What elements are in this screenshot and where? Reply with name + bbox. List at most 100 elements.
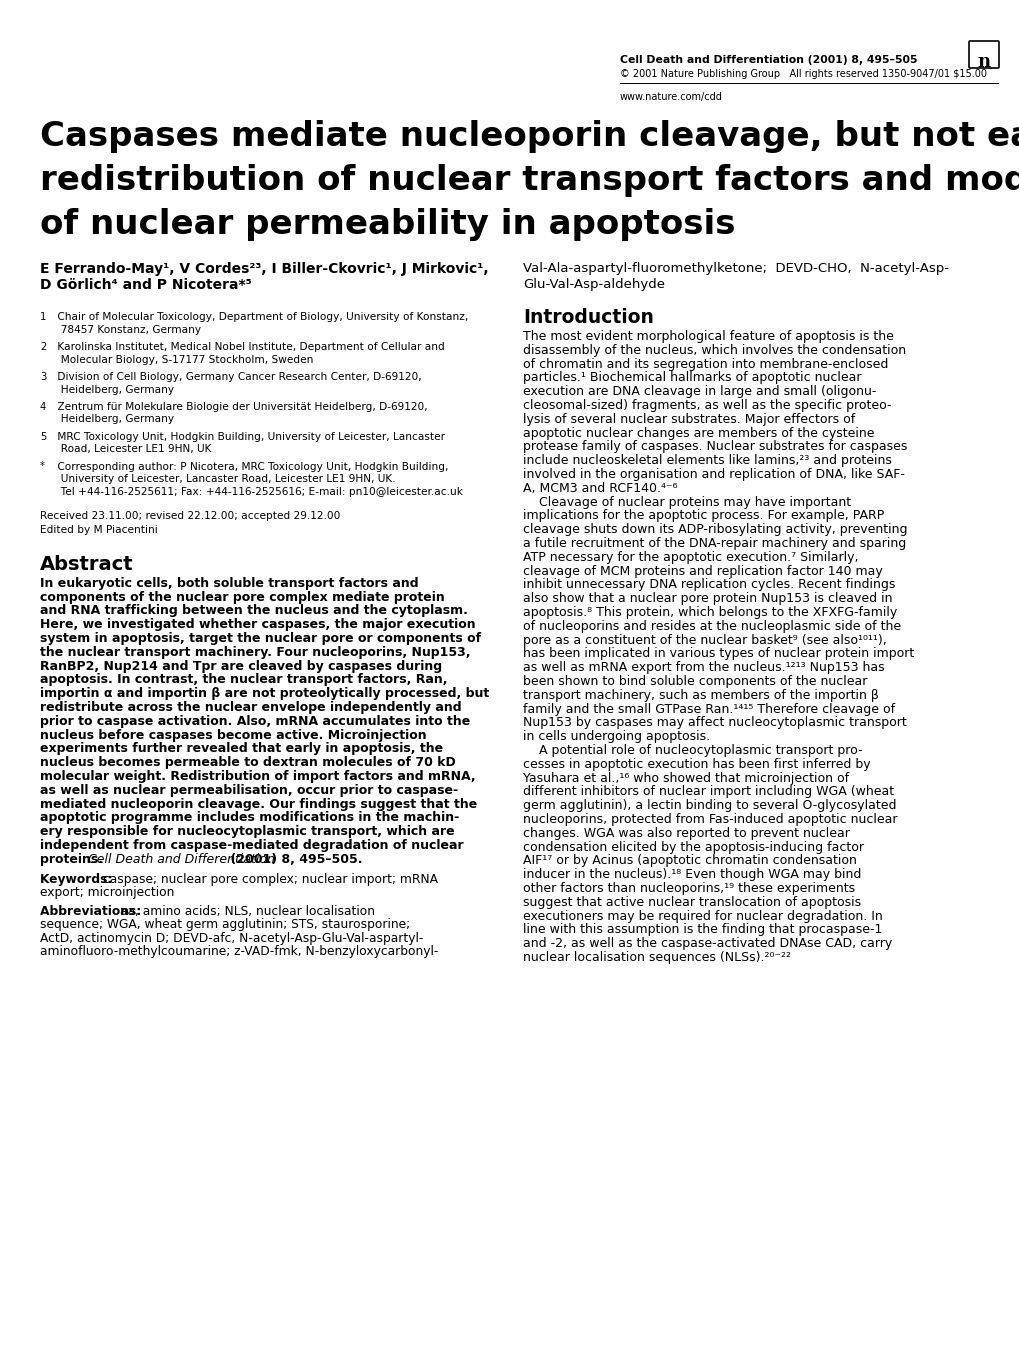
- Text: protease family of caspases. Nuclear substrates for caspases: protease family of caspases. Nuclear sub…: [523, 441, 907, 453]
- Text: executioners may be required for nuclear degradation. In: executioners may be required for nuclear…: [523, 909, 881, 923]
- Text: Abstract: Abstract: [40, 555, 133, 574]
- Text: Received 23.11.00; revised 22.12.00; accepted 29.12.00: Received 23.11.00; revised 22.12.00; acc…: [40, 510, 340, 521]
- Text: Yasuhara et al.,¹⁶ who showed that microinjection of: Yasuhara et al.,¹⁶ who showed that micro…: [523, 772, 848, 784]
- Text: Caspases mediate nucleoporin cleavage, but not early: Caspases mediate nucleoporin cleavage, b…: [40, 120, 1019, 152]
- Text: sequence; WGA, wheat germ agglutinin; STS, staurosporine;: sequence; WGA, wheat germ agglutinin; ST…: [40, 919, 410, 931]
- Text: Cleavage of nuclear proteins may have important: Cleavage of nuclear proteins may have im…: [523, 495, 850, 509]
- Text: and -2, as well as the caspase-activated DNAse CAD, carry: and -2, as well as the caspase-activated…: [523, 938, 892, 950]
- Text: RanBP2, Nup214 and Tpr are cleaved by caspases during: RanBP2, Nup214 and Tpr are cleaved by ca…: [40, 660, 441, 672]
- Text: Val-Ala-aspartyl-fluoromethylketone;  DEVD-CHO,  N-acetyl-Asp-: Val-Ala-aspartyl-fluoromethylketone; DEV…: [523, 263, 948, 275]
- Text: Introduction: Introduction: [523, 308, 653, 327]
- Text: E Ferrando-May¹, V Cordes²³, I Biller-Ckovric¹, J Mirkovic¹,: E Ferrando-May¹, V Cordes²³, I Biller-Ck…: [40, 263, 488, 276]
- Text: apoptosis. In contrast, the nuclear transport factors, Ran,: apoptosis. In contrast, the nuclear tran…: [40, 674, 447, 686]
- Text: of nuclear permeability in apoptosis: of nuclear permeability in apoptosis: [40, 208, 735, 241]
- Text: Here, we investigated whether caspases, the major execution: Here, we investigated whether caspases, …: [40, 618, 475, 632]
- Text: Cell Death and Differentiation (2001) 8, 495–505: Cell Death and Differentiation (2001) 8,…: [620, 54, 917, 65]
- Text: aa, amino acids; NLS, nuclear localisation: aa, amino acids; NLS, nuclear localisati…: [120, 905, 375, 917]
- Text: 4: 4: [40, 401, 46, 411]
- Text: condensation elicited by the apoptosis-inducing factor: condensation elicited by the apoptosis-i…: [523, 841, 863, 853]
- Text: the nuclear transport machinery. Four nucleoporins, Nup153,: the nuclear transport machinery. Four nu…: [40, 646, 470, 659]
- Text: cleavage shuts down its ADP-ribosylating activity, preventing: cleavage shuts down its ADP-ribosylating…: [523, 523, 907, 536]
- Text: as well as mRNA export from the nucleus.¹²¹³ Nup153 has: as well as mRNA export from the nucleus.…: [523, 661, 883, 674]
- Text: D Görlich⁴ and P Nicotera*⁵: D Görlich⁴ and P Nicotera*⁵: [40, 278, 252, 293]
- Text: cleosomal-sized) fragments, as well as the specific proteo-: cleosomal-sized) fragments, as well as t…: [523, 399, 891, 412]
- Text: MRC Toxicology Unit, Hodgkin Building, University of Leicester, Lancaster
  Road: MRC Toxicology Unit, Hodgkin Building, U…: [54, 431, 444, 455]
- Text: particles.¹ Biochemical hallmarks of apoptotic nuclear: particles.¹ Biochemical hallmarks of apo…: [523, 372, 861, 384]
- Text: apoptotic programme includes modifications in the machin-: apoptotic programme includes modificatio…: [40, 811, 459, 825]
- Text: © 2001 Nature Publishing Group   All rights reserved 1350-9047/01 $15.00: © 2001 Nature Publishing Group All right…: [620, 69, 986, 79]
- Text: Karolinska Institutet, Medical Nobel Institute, Department of Cellular and
  Mol: Karolinska Institutet, Medical Nobel Ins…: [54, 342, 444, 365]
- Text: ery responsible for nucleocytoplasmic transport, which are: ery responsible for nucleocytoplasmic tr…: [40, 825, 454, 838]
- Text: The most evident morphological feature of apoptosis is the: The most evident morphological feature o…: [523, 329, 893, 343]
- Text: other factors than nucleoporins,¹⁹ these experiments: other factors than nucleoporins,¹⁹ these…: [523, 882, 854, 896]
- Text: Abbreviations:: Abbreviations:: [40, 905, 146, 917]
- Text: 5: 5: [40, 431, 46, 441]
- Text: cleavage of MCM proteins and replication factor 140 may: cleavage of MCM proteins and replication…: [523, 565, 881, 577]
- Text: Edited by M Piacentini: Edited by M Piacentini: [40, 525, 158, 535]
- Text: of chromatin and its segregation into membrane-enclosed: of chromatin and its segregation into me…: [523, 358, 888, 370]
- Text: 2: 2: [40, 342, 46, 352]
- Text: inhibit unnecessary DNA replication cycles. Recent findings: inhibit unnecessary DNA replication cycl…: [523, 578, 895, 592]
- Text: transport machinery, such as members of the importin β: transport machinery, such as members of …: [523, 689, 878, 702]
- Text: experiments further revealed that early in apoptosis, the: experiments further revealed that early …: [40, 742, 442, 755]
- Text: pore as a constituent of the nuclear basket⁹ (see also¹⁰¹¹),: pore as a constituent of the nuclear bas…: [523, 634, 886, 646]
- Text: Nup153 by caspases may affect nucleocytoplasmic transport: Nup153 by caspases may affect nucleocyto…: [523, 716, 906, 729]
- Text: In eukaryotic cells, both soluble transport factors and: In eukaryotic cells, both soluble transp…: [40, 577, 418, 589]
- Text: implications for the apoptotic process. For example, PARP: implications for the apoptotic process. …: [523, 509, 883, 523]
- Text: has been implicated in various types of nuclear protein import: has been implicated in various types of …: [523, 648, 913, 660]
- Text: been shown to bind soluble components of the nuclear: been shown to bind soluble components of…: [523, 675, 866, 689]
- Text: www.nature.com/cdd: www.nature.com/cdd: [620, 93, 722, 102]
- Text: of nucleoporins and resides at the nucleoplasmic side of the: of nucleoporins and resides at the nucle…: [523, 619, 900, 633]
- Text: nucleus before caspases become active. Microinjection: nucleus before caspases become active. M…: [40, 728, 426, 742]
- Text: caspase; nuclear pore complex; nuclear import; mRNA: caspase; nuclear pore complex; nuclear i…: [103, 872, 437, 886]
- Text: nuclear localisation sequences (NLSs).²⁰⁻²²: nuclear localisation sequences (NLSs).²⁰…: [523, 951, 790, 964]
- Text: changes. WGA was also reported to prevent nuclear: changes. WGA was also reported to preven…: [523, 826, 849, 840]
- Text: also show that a nuclear pore protein Nup153 is cleaved in: also show that a nuclear pore protein Nu…: [523, 592, 892, 606]
- Text: (2001) 8, 495–505.: (2001) 8, 495–505.: [226, 853, 362, 866]
- Text: 3: 3: [40, 372, 46, 382]
- Text: ATP necessary for the apoptotic execution.⁷ Similarly,: ATP necessary for the apoptotic executio…: [523, 551, 858, 563]
- Text: and RNA trafficking between the nucleus and the cytoplasm.: and RNA trafficking between the nucleus …: [40, 604, 468, 618]
- Text: A potential role of nucleocytoplasmic transport pro-: A potential role of nucleocytoplasmic tr…: [523, 744, 862, 757]
- Text: *: *: [40, 461, 45, 471]
- Text: in cells undergoing apoptosis.: in cells undergoing apoptosis.: [523, 731, 709, 743]
- Text: importin α and importin β are not proteolytically processed, but: importin α and importin β are not proteo…: [40, 687, 489, 700]
- Text: system in apoptosis, target the nuclear pore or components of: system in apoptosis, target the nuclear …: [40, 632, 481, 645]
- Text: redistribute across the nuclear envelope independently and: redistribute across the nuclear envelope…: [40, 701, 462, 715]
- Text: Division of Cell Biology, Germany Cancer Research Center, D-69120,
  Heidelberg,: Division of Cell Biology, Germany Cancer…: [54, 372, 421, 395]
- Text: n: n: [976, 53, 989, 71]
- Text: 1: 1: [40, 312, 46, 323]
- Text: prior to caspase activation. Also, mRNA accumulates into the: prior to caspase activation. Also, mRNA …: [40, 715, 470, 728]
- Text: Corresponding author: P Nicotera, MRC Toxicology Unit, Hodgkin Building,
  Unive: Corresponding author: P Nicotera, MRC To…: [54, 461, 463, 497]
- Text: apoptotic nuclear changes are members of the cysteine: apoptotic nuclear changes are members of…: [523, 426, 873, 440]
- Text: components of the nuclear pore complex mediate protein: components of the nuclear pore complex m…: [40, 591, 444, 603]
- Text: aminofluoro-methylcoumarine; z-VAD-fmk, N-benzyloxycarbonyl-: aminofluoro-methylcoumarine; z-VAD-fmk, …: [40, 945, 438, 958]
- Text: ActD, actinomycin D; DEVD-afc, N-acetyl-Asp-Glu-Val-aspartyl-: ActD, actinomycin D; DEVD-afc, N-acetyl-…: [40, 931, 423, 945]
- Text: AIF¹⁷ or by Acinus (apoptotic chromatin condensation: AIF¹⁷ or by Acinus (apoptotic chromatin …: [523, 855, 856, 867]
- Text: inducer in the nucleus).¹⁸ Even though WGA may bind: inducer in the nucleus).¹⁸ Even though W…: [523, 868, 860, 881]
- Text: mediated nucleoporin cleavage. Our findings suggest that the: mediated nucleoporin cleavage. Our findi…: [40, 798, 477, 811]
- Text: redistribution of nuclear transport factors and modulation: redistribution of nuclear transport fact…: [40, 163, 1019, 197]
- Text: nucleoporins, protected from Fas-induced apoptotic nuclear: nucleoporins, protected from Fas-induced…: [523, 813, 897, 826]
- Text: nucleus becomes permeable to dextran molecules of 70 kD: nucleus becomes permeable to dextran mol…: [40, 757, 455, 769]
- Text: Glu-Val-Asp-aldehyde: Glu-Val-Asp-aldehyde: [523, 278, 664, 291]
- Text: molecular weight. Redistribution of import factors and mRNA,: molecular weight. Redistribution of impo…: [40, 770, 475, 783]
- Text: export; microinjection: export; microinjection: [40, 886, 174, 900]
- Text: independent from caspase-mediated degradation of nuclear: independent from caspase-mediated degrad…: [40, 838, 464, 852]
- Text: cesses in apoptotic execution has been first inferred by: cesses in apoptotic execution has been f…: [523, 758, 870, 770]
- Text: different inhibitors of nuclear import including WGA (wheat: different inhibitors of nuclear import i…: [523, 785, 894, 799]
- Text: lysis of several nuclear substrates. Major effectors of: lysis of several nuclear substrates. Maj…: [523, 412, 854, 426]
- Text: germ agglutinin), a lectin binding to several O-glycosylated: germ agglutinin), a lectin binding to se…: [523, 799, 896, 813]
- Text: involved in the organisation and replication of DNA, like SAF-: involved in the organisation and replica…: [523, 468, 904, 480]
- Text: line with this assumption is the finding that procaspase-1: line with this assumption is the finding…: [523, 923, 881, 936]
- FancyBboxPatch shape: [968, 41, 998, 68]
- Text: include nucleoskeletal elements like lamins,²³ and proteins: include nucleoskeletal elements like lam…: [523, 455, 891, 467]
- Text: as well as nuclear permeabilisation, occur prior to caspase-: as well as nuclear permeabilisation, occ…: [40, 784, 458, 796]
- Text: Cell Death and Differentiation: Cell Death and Differentiation: [88, 853, 274, 866]
- Text: Chair of Molecular Toxicology, Department of Biology, University of Konstanz,
  : Chair of Molecular Toxicology, Departmen…: [54, 312, 468, 335]
- Text: Keywords:: Keywords:: [40, 872, 116, 886]
- Text: suggest that active nuclear translocation of apoptosis: suggest that active nuclear translocatio…: [523, 896, 860, 909]
- Text: proteins.: proteins.: [40, 853, 107, 866]
- Text: A, MCM3 and RCF140.⁴⁻⁶: A, MCM3 and RCF140.⁴⁻⁶: [523, 482, 677, 495]
- Text: a futile recruitment of the DNA-repair machinery and sparing: a futile recruitment of the DNA-repair m…: [523, 538, 905, 550]
